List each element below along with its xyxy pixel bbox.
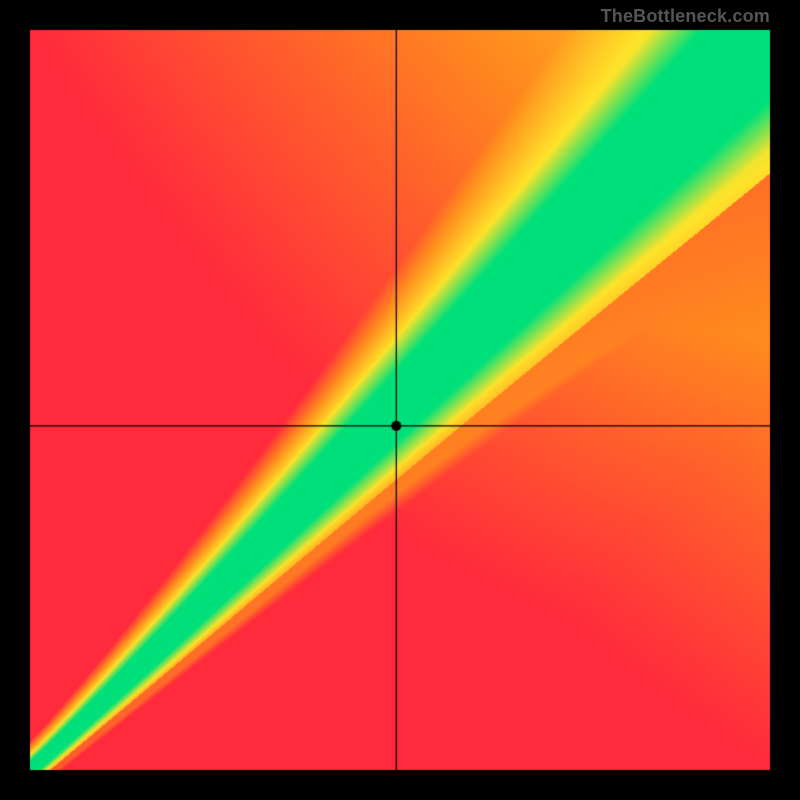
bottleneck-heatmap-canvas [0,0,800,800]
chart-container: TheBottleneck.com [0,0,800,800]
watermark-text: TheBottleneck.com [601,6,770,27]
